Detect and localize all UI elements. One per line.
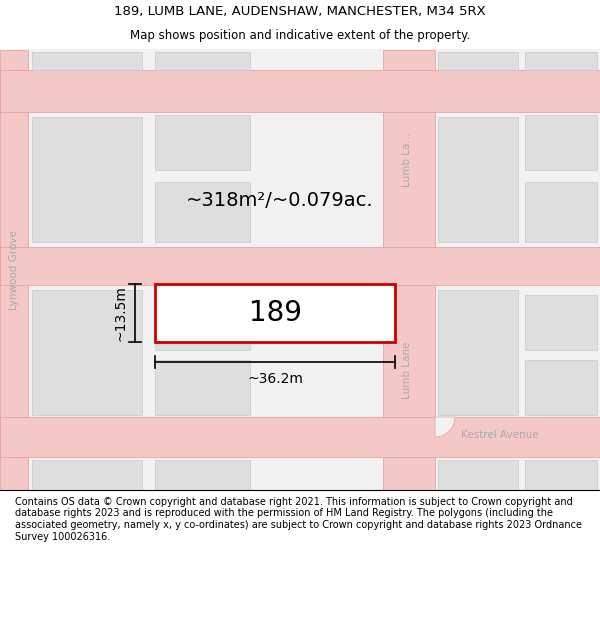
- Bar: [525, 182, 597, 242]
- Text: Kestrel Avenue: Kestrel Avenue: [461, 430, 539, 440]
- Bar: [438, 460, 518, 490]
- Bar: [438, 117, 518, 242]
- Bar: [155, 360, 250, 415]
- Bar: [525, 295, 597, 350]
- Bar: [525, 360, 597, 415]
- Bar: [32, 117, 142, 242]
- Text: Lumb La...: Lumb La...: [402, 132, 412, 188]
- Bar: [32, 290, 142, 415]
- Bar: [32, 460, 142, 490]
- Bar: [438, 52, 518, 70]
- Text: Lynwood Grove: Lynwood Grove: [9, 230, 19, 310]
- Text: Contains OS data © Crown copyright and database right 2021. This information is : Contains OS data © Crown copyright and d…: [15, 497, 582, 541]
- Bar: [0, 50, 28, 490]
- Bar: [155, 52, 250, 70]
- Bar: [0, 70, 600, 112]
- Bar: [155, 115, 250, 170]
- Text: Lumb Lane: Lumb Lane: [402, 341, 412, 399]
- Wedge shape: [435, 417, 455, 437]
- Text: 189: 189: [248, 299, 302, 327]
- Bar: [525, 52, 597, 70]
- Text: Map shows position and indicative extent of the property.: Map shows position and indicative extent…: [130, 29, 470, 42]
- Bar: [0, 247, 600, 285]
- Bar: [155, 284, 395, 342]
- Text: ~318m²/~0.079ac.: ~318m²/~0.079ac.: [186, 191, 374, 209]
- Text: ~13.5m: ~13.5m: [113, 285, 127, 341]
- Text: ~36.2m: ~36.2m: [247, 372, 303, 386]
- Bar: [383, 50, 435, 490]
- Bar: [525, 460, 597, 490]
- Bar: [155, 460, 250, 490]
- Bar: [438, 290, 518, 415]
- Bar: [32, 52, 142, 70]
- Bar: [155, 182, 250, 242]
- Bar: [155, 295, 250, 350]
- Bar: [0, 417, 600, 457]
- Bar: [525, 115, 597, 170]
- Text: 189, LUMB LANE, AUDENSHAW, MANCHESTER, M34 5RX: 189, LUMB LANE, AUDENSHAW, MANCHESTER, M…: [114, 4, 486, 18]
